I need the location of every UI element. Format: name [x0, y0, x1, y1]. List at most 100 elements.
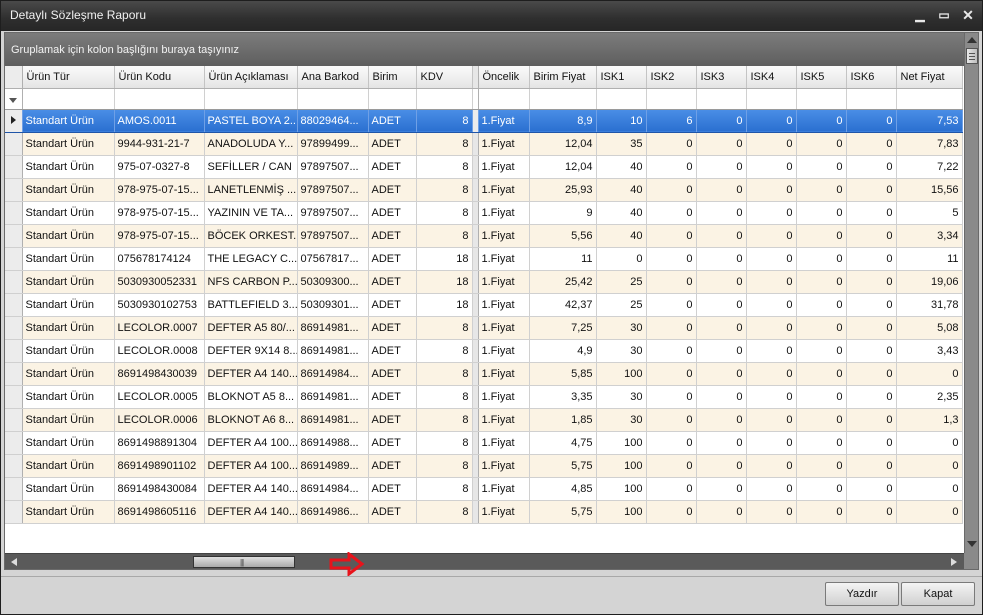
cell-fiyat[interactable]: 12,04	[529, 155, 597, 179]
cell-kdv[interactable]: 18	[416, 247, 473, 271]
cell-isk5[interactable]: 0	[796, 339, 847, 363]
cell-fiyat[interactable]: 25,42	[529, 270, 597, 294]
cell-oncelik[interactable]: 1.Fiyat	[478, 477, 530, 501]
cell-isk1[interactable]: 40	[596, 178, 647, 202]
cell-kdv[interactable]: 8	[416, 316, 473, 340]
cell-isk6[interactable]: 0	[846, 408, 897, 432]
cell-oncelik[interactable]: 1.Fiyat	[478, 293, 530, 317]
cell-tur[interactable]: Standart Ürün	[22, 339, 115, 363]
filter-cell[interactable]	[204, 88, 298, 110]
cell-isk3[interactable]: 0	[696, 293, 747, 317]
cell-fiyat[interactable]: 9	[529, 201, 597, 225]
cell-isk1[interactable]: 40	[596, 201, 647, 225]
cell-oncelik[interactable]: 1.Fiyat	[478, 270, 530, 294]
filter-cell[interactable]	[796, 88, 847, 110]
cell-isk4[interactable]: 0	[746, 362, 797, 386]
cell-tur[interactable]: Standart Ürün	[22, 385, 115, 409]
row-indicator[interactable]	[5, 385, 23, 409]
cell-isk1[interactable]: 100	[596, 500, 647, 524]
cell-aciklama[interactable]: THE LEGACY C...	[204, 247, 298, 271]
cell-kod[interactable]: 5030930102753	[114, 293, 205, 317]
column-header[interactable]: Ana Barkod	[297, 66, 369, 89]
cell-birim[interactable]: ADET	[368, 408, 417, 432]
cell-isk3[interactable]: 0	[696, 132, 747, 156]
cell-barkod[interactable]: 07567817...	[297, 247, 369, 271]
cell-aciklama[interactable]: LANETLENMİŞ ...	[204, 178, 298, 202]
cell-net[interactable]: 5,08	[896, 316, 963, 340]
cell-net[interactable]: 7,83	[896, 132, 963, 156]
cell-oncelik[interactable]: 1.Fiyat	[478, 247, 530, 271]
row-indicator[interactable]	[5, 201, 23, 225]
table-row[interactable]: Standart Ürün LECOLOR.0005 BLOKNOT A5 8...…	[5, 385, 963, 409]
cell-isk1[interactable]: 40	[596, 224, 647, 248]
filter-cell[interactable]	[368, 88, 417, 110]
cell-isk6[interactable]: 0	[846, 178, 897, 202]
scroll-left-icon[interactable]	[11, 558, 17, 566]
column-header[interactable]: Birim	[368, 66, 417, 89]
cell-fiyat[interactable]: 4,85	[529, 477, 597, 501]
cell-isk6[interactable]: 0	[846, 362, 897, 386]
print-button[interactable]: Yazdır	[825, 582, 899, 606]
table-row[interactable]: Standart Ürün 8691498891304 DEFTER A4 100.…	[5, 431, 963, 455]
cell-net[interactable]: 0	[896, 454, 963, 478]
cell-isk4[interactable]: 0	[746, 132, 797, 156]
column-header[interactable]: Birim Fiyat	[529, 66, 597, 89]
table-row[interactable]: Standart Ürün 9944-931-21-7 ANADOLUDA Y...…	[5, 132, 963, 156]
row-indicator[interactable]	[5, 339, 23, 363]
cell-isk2[interactable]: 6	[646, 109, 697, 133]
cell-isk4[interactable]: 0	[746, 316, 797, 340]
column-header[interactable]: Ürün Açıklaması	[204, 66, 298, 89]
cell-aciklama[interactable]: YAZININ VE TA...	[204, 201, 298, 225]
cell-oncelik[interactable]: 1.Fiyat	[478, 224, 530, 248]
cell-fiyat[interactable]: 3,35	[529, 385, 597, 409]
filter-cell[interactable]	[696, 88, 747, 110]
cell-kod[interactable]: LECOLOR.0006	[114, 408, 205, 432]
cell-oncelik[interactable]: 1.Fiyat	[478, 201, 530, 225]
cell-isk1[interactable]: 0	[596, 247, 647, 271]
cell-fiyat[interactable]: 11	[529, 247, 597, 271]
cell-isk6[interactable]: 0	[846, 500, 897, 524]
cell-net[interactable]: 0	[896, 500, 963, 524]
cell-aciklama[interactable]: SEFİLLER / CAN	[204, 155, 298, 179]
horizontal-scrollbar[interactable]: |||	[5, 553, 964, 569]
cell-fiyat[interactable]: 25,93	[529, 178, 597, 202]
cell-barkod[interactable]: 86914984...	[297, 362, 369, 386]
cell-isk4[interactable]: 0	[746, 477, 797, 501]
cell-isk5[interactable]: 0	[796, 477, 847, 501]
cell-barkod[interactable]: 86914981...	[297, 385, 369, 409]
cell-isk2[interactable]: 0	[646, 362, 697, 386]
column-header[interactable]: ISK5	[796, 66, 847, 89]
table-row[interactable]: Standart Ürün 978-975-07-15... BÖCEK ORKES…	[5, 224, 963, 248]
cell-barkod[interactable]: 86914986...	[297, 500, 369, 524]
cell-birim[interactable]: ADET	[368, 362, 417, 386]
cell-isk4[interactable]: 0	[746, 385, 797, 409]
cell-tur[interactable]: Standart Ürün	[22, 155, 115, 179]
cell-isk3[interactable]: 0	[696, 362, 747, 386]
cell-isk1[interactable]: 40	[596, 155, 647, 179]
cell-kod[interactable]: 978-975-07-15...	[114, 224, 205, 248]
column-header[interactable]: ISK3	[696, 66, 747, 89]
cell-barkod[interactable]: 86914981...	[297, 316, 369, 340]
cell-aciklama[interactable]: ANADOLUDA Y...	[204, 132, 298, 156]
cell-oncelik[interactable]: 1.Fiyat	[478, 109, 530, 133]
cell-isk2[interactable]: 0	[646, 132, 697, 156]
cell-isk2[interactable]: 0	[646, 385, 697, 409]
cell-kod[interactable]: 8691498891304	[114, 431, 205, 455]
cell-fiyat[interactable]: 1,85	[529, 408, 597, 432]
cell-isk5[interactable]: 0	[796, 500, 847, 524]
cell-barkod[interactable]: 97897507...	[297, 201, 369, 225]
filter-cell[interactable]	[114, 88, 205, 110]
row-indicator[interactable]	[5, 454, 23, 478]
cell-aciklama[interactable]: DEFTER A4 140...	[204, 500, 298, 524]
cell-kdv[interactable]: 8	[416, 431, 473, 455]
cell-kdv[interactable]: 8	[416, 201, 473, 225]
cell-isk5[interactable]: 0	[796, 293, 847, 317]
cell-kod[interactable]: 9944-931-21-7	[114, 132, 205, 156]
cell-isk4[interactable]: 0	[746, 155, 797, 179]
cell-birim[interactable]: ADET	[368, 293, 417, 317]
table-row[interactable]: Standart Ürün 978-975-07-15... YAZININ VE …	[5, 201, 963, 225]
filter-cell[interactable]	[746, 88, 797, 110]
cell-isk3[interactable]: 0	[696, 316, 747, 340]
cell-isk1[interactable]: 25	[596, 293, 647, 317]
cell-oncelik[interactable]: 1.Fiyat	[478, 408, 530, 432]
